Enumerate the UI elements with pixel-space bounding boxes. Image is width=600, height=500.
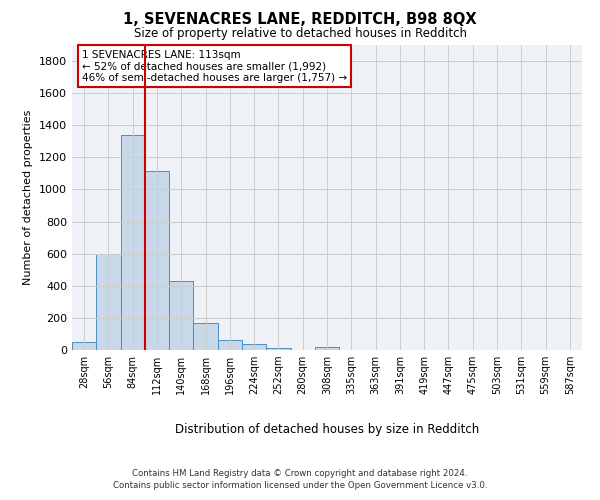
Bar [218, 340, 242, 350]
Text: 1, SEVENACRES LANE, REDDITCH, B98 8QX: 1, SEVENACRES LANE, REDDITCH, B98 8QX [123, 12, 477, 28]
Bar [169, 281, 193, 350]
Bar [145, 171, 169, 350]
Bar [266, 348, 290, 350]
Bar [96, 254, 121, 350]
Text: Contains HM Land Registry data © Crown copyright and database right 2024.
Contai: Contains HM Land Registry data © Crown c… [113, 468, 487, 490]
Bar [242, 344, 266, 350]
Text: Distribution of detached houses by size in Redditch: Distribution of detached houses by size … [175, 422, 479, 436]
Bar [315, 347, 339, 350]
Text: Size of property relative to detached houses in Redditch: Size of property relative to detached ho… [133, 28, 467, 40]
Bar [193, 322, 218, 350]
Bar [121, 135, 145, 350]
Text: 1 SEVENACRES LANE: 113sqm
← 52% of detached houses are smaller (1,992)
46% of se: 1 SEVENACRES LANE: 113sqm ← 52% of detac… [82, 50, 347, 83]
Bar [72, 342, 96, 350]
Y-axis label: Number of detached properties: Number of detached properties [23, 110, 34, 285]
